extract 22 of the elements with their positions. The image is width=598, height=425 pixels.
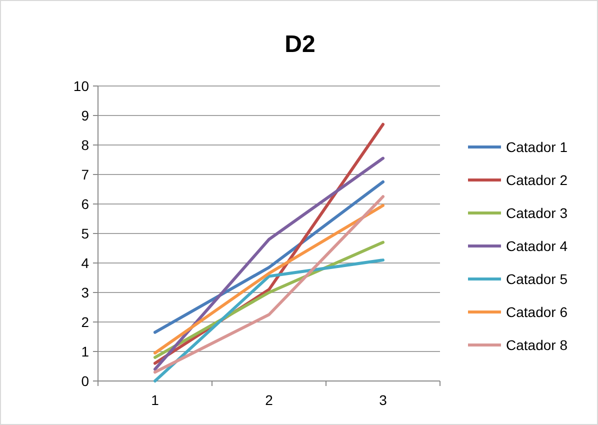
legend-label: Catador 5 [506, 270, 568, 287]
y-tick-label: 4 [81, 254, 90, 271]
y-tick-label: 10 [73, 78, 90, 94]
y-tick-label: 3 [81, 284, 90, 300]
y-tick-label: 7 [81, 166, 90, 182]
x-tick-label: 3 [379, 392, 388, 408]
y-tick-label: 5 [81, 225, 90, 242]
chart-title: D2 [284, 31, 316, 58]
legend-label: Catador 2 [506, 172, 568, 188]
x-tick-label: 2 [265, 392, 274, 408]
y-tick-label: 9 [81, 107, 90, 124]
legend-label: Catador 8 [506, 336, 568, 353]
legend-label: Catador 4 [506, 238, 568, 254]
y-tick-label: 1 [81, 343, 90, 360]
legend-label: Catador 3 [506, 204, 568, 221]
y-tick-label: 0 [81, 372, 90, 389]
x-tick-label: 1 [151, 392, 160, 408]
y-tick-label: 6 [81, 196, 90, 212]
legend-label: Catador 6 [506, 304, 568, 320]
legend-label: Catador 1 [506, 138, 568, 155]
y-tick-label: 2 [81, 314, 90, 330]
y-tick-label: 8 [81, 136, 90, 153]
